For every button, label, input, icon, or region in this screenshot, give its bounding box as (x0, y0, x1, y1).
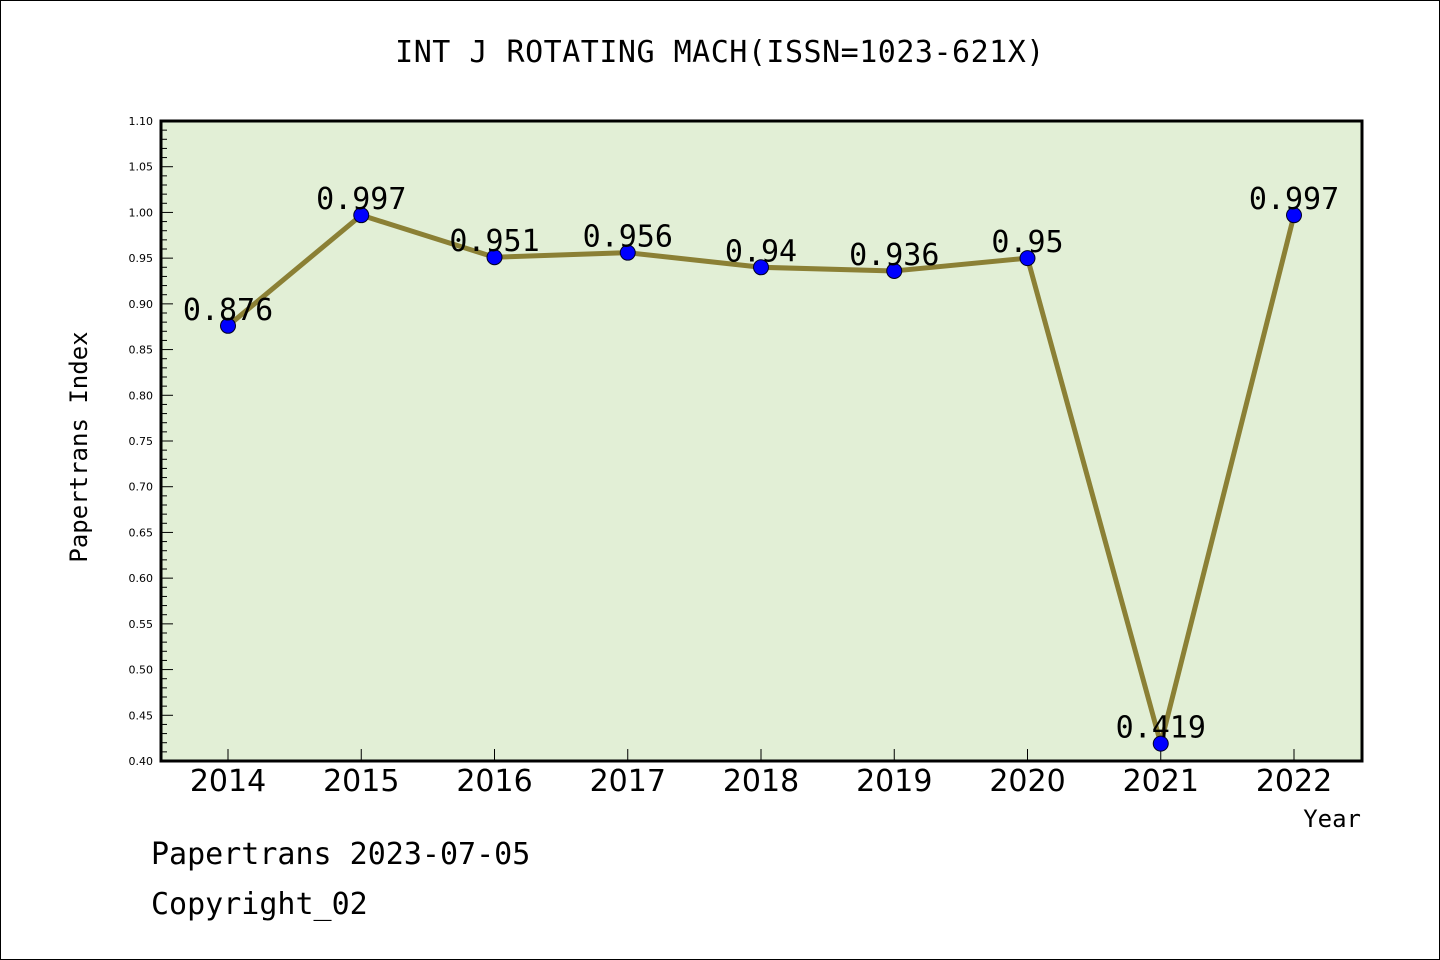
y-tick-label: 0.85 (129, 344, 154, 357)
data-label: 0.876 (183, 293, 273, 328)
data-points (220, 207, 1302, 752)
data-label: 0.95 (991, 225, 1063, 260)
x-tick-label: 2015 (323, 764, 399, 799)
y-axis-label: Papertrans Index (65, 331, 93, 562)
x-tick-label: 2020 (989, 764, 1065, 799)
data-point (753, 259, 769, 276)
x-tick-label: 2022 (1256, 764, 1332, 799)
data-label: 0.997 (316, 182, 406, 217)
x-tick-label: 2019 (856, 764, 932, 799)
data-label: 0.419 (1116, 711, 1206, 746)
y-tick-label: 0.75 (129, 435, 154, 448)
y-tick-label: 0.45 (129, 709, 154, 722)
data-point (353, 207, 370, 224)
data-label: 0.94 (725, 234, 797, 269)
data-point (486, 249, 503, 266)
data-label: 0.951 (449, 224, 539, 259)
x-tick-label: 2016 (456, 764, 532, 799)
plot-area (161, 121, 1362, 761)
data-label: 0.997 (1249, 182, 1339, 217)
x-tick-label: 2017 (590, 764, 666, 799)
y-tick-label: 1.05 (129, 161, 154, 174)
footer-copyright: Copyright_02 (151, 887, 368, 922)
y-tick-label: 0.60 (129, 572, 154, 585)
y-tick-label: 0.55 (129, 618, 154, 631)
data-label: 0.956 (583, 220, 673, 255)
data-point (1286, 207, 1302, 224)
x-tick-label: 2021 (1123, 764, 1199, 799)
y-tick-label: 0.40 (129, 755, 154, 768)
x-axis-label: Year (1303, 805, 1361, 833)
data-point (220, 317, 236, 334)
data-point (1152, 735, 1169, 752)
y-tick-label: 1.10 (129, 115, 154, 128)
data-point (1019, 250, 1036, 267)
y-tick-label: 0.70 (129, 481, 154, 494)
x-axis: 2014 2015 2016 2017 2018 2019 2020 2021 2022 (190, 749, 1332, 799)
y-tick-label: 1.00 (129, 206, 154, 219)
chart-title: INT J ROTATING MACH(ISSN=1023-621X) (395, 35, 1045, 70)
y-tick-label: 0.65 (129, 526, 154, 539)
y-axis: 0.40 0.45 0.50 0.55 0.60 0.65 0.70 0.75 0.80 0.85… (129, 115, 173, 768)
footer-date: Papertrans 2023-07-05 (151, 837, 531, 872)
y-tick-label: 0.50 (129, 664, 154, 677)
data-label: 0.936 (849, 238, 939, 273)
y-tick-label: 0.95 (129, 252, 154, 265)
plot-frame (159, 119, 1364, 763)
x-tick-label: 2014 (190, 764, 266, 799)
y-tick-label: 0.80 (129, 389, 154, 402)
x-tick-label: 2018 (723, 764, 799, 799)
data-point (619, 244, 636, 261)
y-tick-label: 0.90 (129, 298, 154, 311)
data-labels: 0.876 0.997 0.951 0.956 0.94 0.936 0.95 0.419 0.… (183, 182, 1339, 745)
data-point (886, 262, 903, 279)
